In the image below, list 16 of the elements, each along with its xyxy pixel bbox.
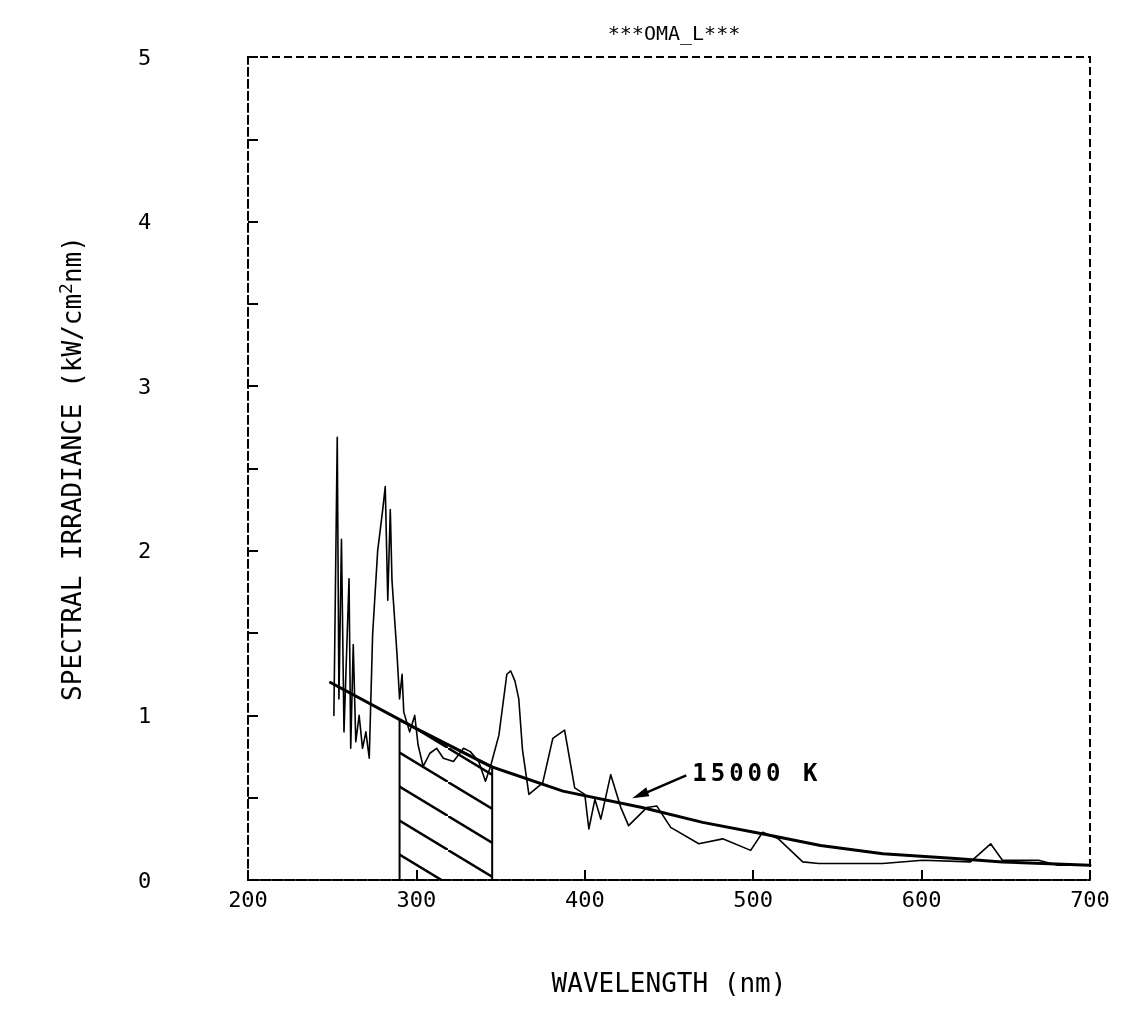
y-tick-label: 4 bbox=[138, 209, 152, 235]
chart-title: ***OMA_L*** bbox=[607, 21, 741, 45]
x-tick-label: 200 bbox=[228, 886, 268, 912]
x-tick-label: 600 bbox=[901, 886, 942, 912]
annotation: 15000 K bbox=[692, 759, 822, 788]
y-axis-title: SPECTRAL IRRADIANCE (kW/cm2nm) bbox=[54, 236, 87, 701]
y-tick-label: 0 bbox=[138, 867, 152, 893]
x-axis-title: WAVELENGTH (nm) bbox=[551, 968, 787, 998]
x-tick-label: 500 bbox=[733, 886, 774, 912]
x-tick-label: 400 bbox=[564, 886, 605, 912]
y-tick-label: 1 bbox=[138, 702, 152, 728]
y-tick-label: 5 bbox=[138, 44, 152, 70]
x-tick-label: 300 bbox=[396, 886, 437, 912]
x-tick-label: 700 bbox=[1070, 886, 1110, 912]
y-tick-label: 2 bbox=[138, 538, 152, 564]
y-tick-label: 3 bbox=[138, 373, 152, 399]
